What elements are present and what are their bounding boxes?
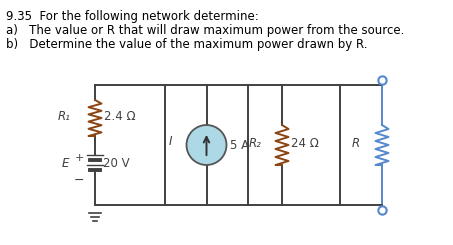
Text: 2.4 Ω: 2.4 Ω xyxy=(104,110,135,122)
Text: 24 Ω: 24 Ω xyxy=(291,136,319,149)
Text: I: I xyxy=(169,135,173,147)
Text: R: R xyxy=(352,136,360,149)
Text: −: − xyxy=(74,174,84,187)
Text: R₂: R₂ xyxy=(249,136,262,149)
Text: a)   The value or R that will draw maximum power from the source.: a) The value or R that will draw maximum… xyxy=(6,24,405,37)
Text: b)   Determine the value of the maximum power drawn by R.: b) Determine the value of the maximum po… xyxy=(6,38,367,51)
Text: +: + xyxy=(74,153,84,163)
Text: R₁: R₁ xyxy=(58,110,71,122)
Text: 9.35  For the following network determine:: 9.35 For the following network determine… xyxy=(6,10,259,23)
Text: 20 V: 20 V xyxy=(103,157,130,170)
Circle shape xyxy=(187,125,226,165)
Text: 5 A: 5 A xyxy=(231,138,250,151)
Text: E: E xyxy=(62,157,69,170)
